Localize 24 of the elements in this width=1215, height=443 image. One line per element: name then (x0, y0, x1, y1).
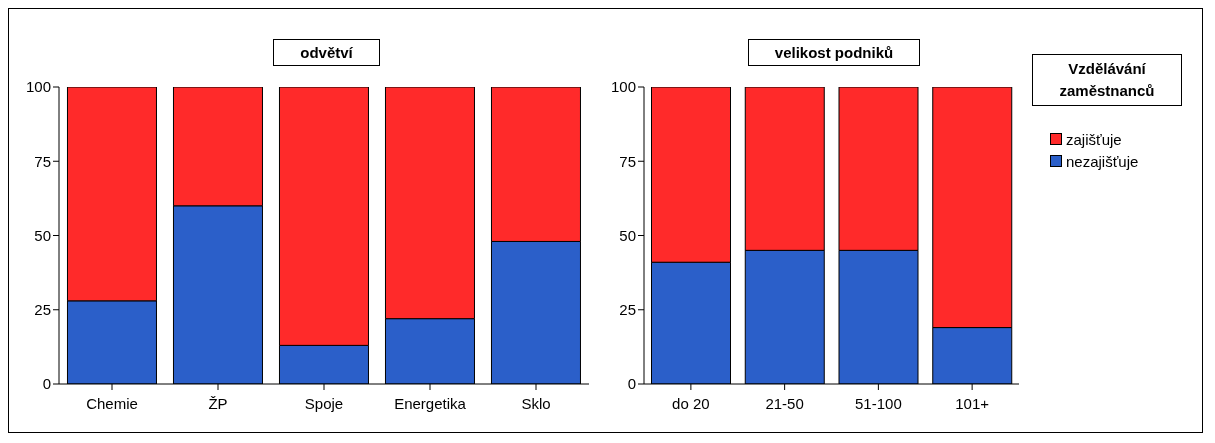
y-tick-label: 0 (627, 375, 636, 393)
legend-label: zajišťuje (1066, 130, 1122, 148)
legend-title: Vzdělávání zaměstnanců (1032, 54, 1182, 106)
x-tick-label: Spoje (304, 394, 344, 412)
y-tick-label: 75 (34, 152, 51, 170)
y-tick-label: 100 (610, 78, 636, 96)
x-tick-label: Energetika (394, 394, 467, 412)
chart-title: velikost podniků (747, 39, 921, 66)
x-tick-label: Sklo (521, 394, 551, 412)
x-tick-label: 101+ (955, 394, 990, 412)
y-tick-label: 50 (619, 226, 636, 244)
x-tick-label: Chemie (86, 394, 138, 412)
x-tick-label: 51-100 (855, 394, 902, 412)
x-tick-label: do 20 (672, 394, 710, 412)
y-tick-label: 100 (25, 78, 51, 96)
legend-label: nezajišťuje (1066, 152, 1139, 170)
x-tick-label: 21-50 (765, 394, 804, 412)
chart-title: odvětví (273, 39, 380, 66)
y-tick-label: 50 (34, 226, 51, 244)
y-tick-label: 25 (34, 301, 51, 319)
x-tick-label: ŽP (208, 394, 228, 412)
y-tick-label: 25 (619, 301, 636, 319)
y-tick-label: 0 (42, 375, 51, 393)
y-tick-label: 75 (619, 152, 636, 170)
